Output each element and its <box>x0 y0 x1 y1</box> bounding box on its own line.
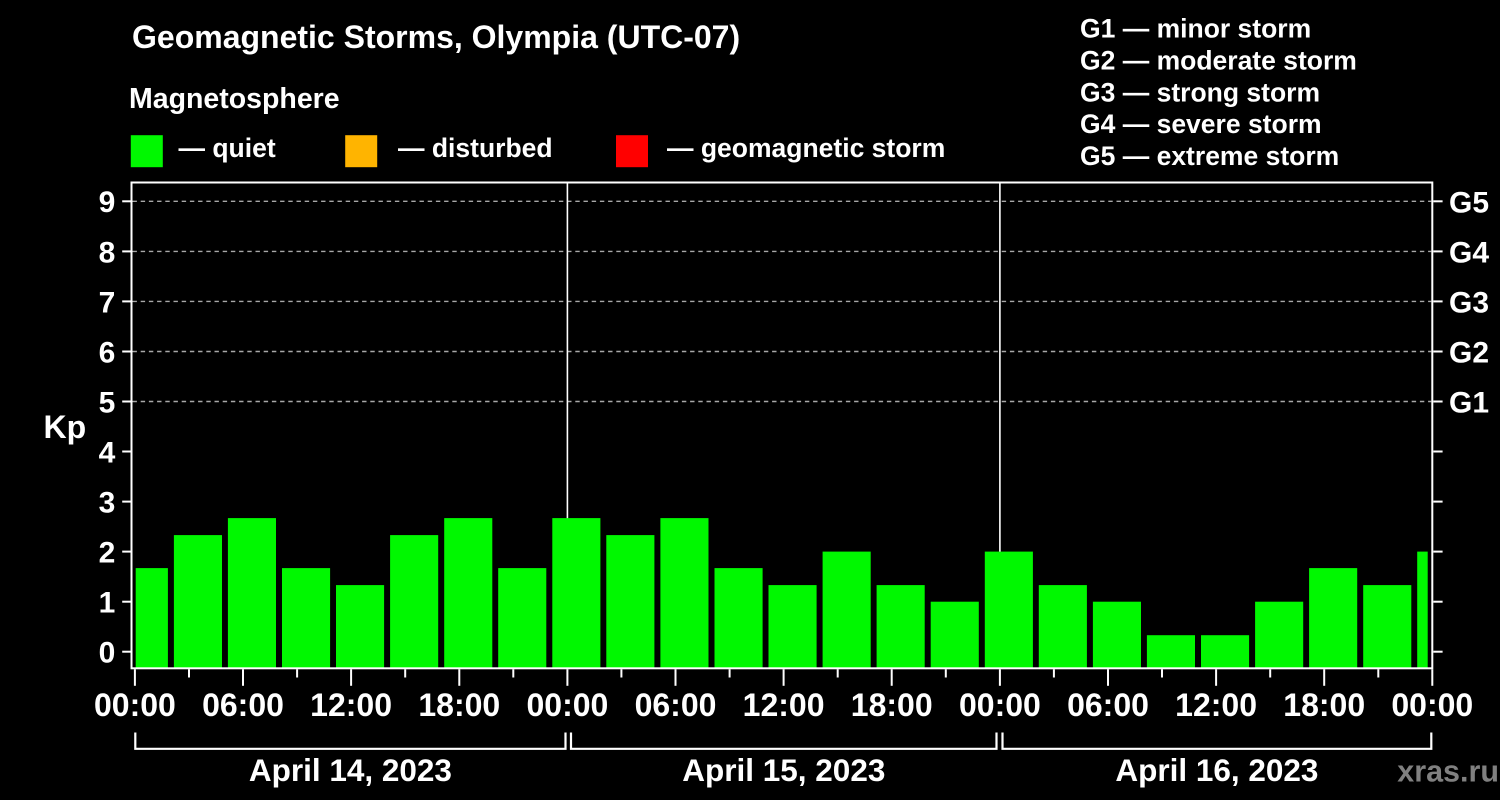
svg-text:8: 8 <box>99 236 116 269</box>
svg-text:April 14, 2023: April 14, 2023 <box>249 752 452 788</box>
svg-text:G4 — severe storm: G4 — severe storm <box>1080 109 1322 139</box>
svg-text:2: 2 <box>99 537 116 570</box>
svg-text:12:00: 12:00 <box>743 687 825 723</box>
svg-text:3: 3 <box>99 487 116 520</box>
svg-text:G2 — moderate storm: G2 — moderate storm <box>1080 45 1357 75</box>
svg-text:4: 4 <box>99 436 116 469</box>
svg-text:G5: G5 <box>1449 186 1489 219</box>
svg-text:April 16, 2023: April 16, 2023 <box>1115 752 1318 788</box>
svg-text:1: 1 <box>99 587 116 620</box>
svg-text:G1: G1 <box>1449 387 1489 420</box>
svg-text:April 15, 2023: April 15, 2023 <box>682 752 885 788</box>
svg-text:— disturbed: — disturbed <box>398 133 553 163</box>
svg-text:5: 5 <box>99 386 116 419</box>
svg-text:06:00: 06:00 <box>1067 687 1149 723</box>
svg-text:G1 — minor storm: G1 — minor storm <box>1080 14 1311 44</box>
svg-text:G2: G2 <box>1449 337 1489 370</box>
svg-text:06:00: 06:00 <box>635 687 717 723</box>
svg-text:Geomagnetic Storms, Olympia (U: Geomagnetic Storms, Olympia (UTC-07) <box>132 19 740 55</box>
svg-text:0: 0 <box>99 637 116 670</box>
svg-text:— quiet: — quiet <box>179 133 276 163</box>
svg-text:00:00: 00:00 <box>94 687 176 723</box>
svg-text:06:00: 06:00 <box>202 687 284 723</box>
svg-text:00:00: 00:00 <box>1391 687 1473 723</box>
svg-text:G5 — extreme storm: G5 — extreme storm <box>1080 141 1339 171</box>
svg-text:G3 — strong storm: G3 — strong storm <box>1080 77 1320 107</box>
svg-text:Magnetosphere: Magnetosphere <box>129 83 340 115</box>
svg-text:18:00: 18:00 <box>851 687 933 723</box>
svg-text:00:00: 00:00 <box>959 687 1041 723</box>
svg-text:9: 9 <box>99 186 116 219</box>
svg-text:00:00: 00:00 <box>526 687 608 723</box>
svg-text:6: 6 <box>99 336 116 369</box>
svg-text:G4: G4 <box>1449 236 1489 269</box>
svg-text:12:00: 12:00 <box>310 687 392 723</box>
svg-text:7: 7 <box>99 286 116 319</box>
svg-text:xras.ru: xras.ru <box>1397 755 1499 789</box>
svg-text:G3: G3 <box>1449 286 1489 319</box>
svg-text:12:00: 12:00 <box>1175 687 1257 723</box>
svg-text:18:00: 18:00 <box>1283 687 1365 723</box>
svg-text:Kp: Kp <box>44 409 87 445</box>
svg-text:— geomagnetic storm: — geomagnetic storm <box>667 133 945 163</box>
svg-text:18:00: 18:00 <box>418 687 500 723</box>
